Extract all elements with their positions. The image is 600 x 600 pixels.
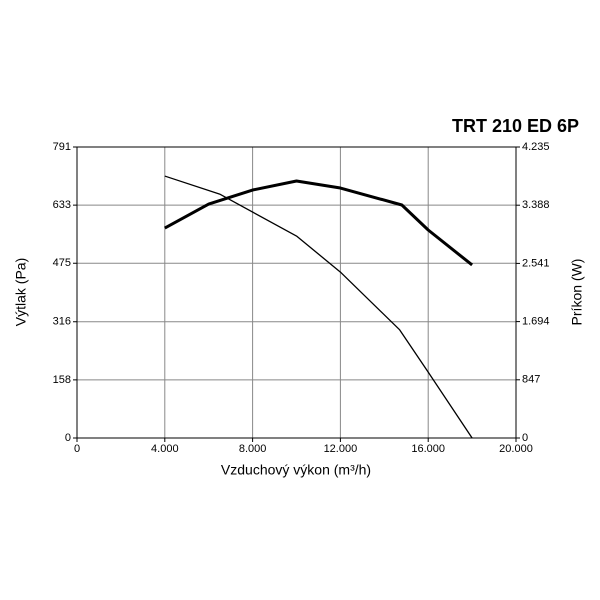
y2-tick-label: 3.388	[522, 199, 550, 211]
y-tick-label: 791	[53, 141, 71, 153]
y2-axis-label: Príkon (W)	[569, 259, 585, 326]
y-tick-label: 158	[53, 374, 71, 386]
x-tick-label: 8.000	[239, 443, 267, 455]
x-axis-label: Vzduchový výkon (m³/h)	[221, 462, 371, 478]
series-line	[164, 179, 474, 267]
y-tick-label: 475	[53, 257, 71, 269]
y2-tick-label: 2.541	[522, 257, 550, 269]
series-line	[164, 175, 473, 439]
plot-frame	[76, 146, 517, 439]
y-tick-label: 0	[65, 432, 71, 444]
y2-tick-label: 0	[522, 432, 528, 444]
y2-tick-label: 847	[522, 374, 540, 386]
y-tick-label: 316	[53, 316, 71, 328]
x-tick-label: 0	[74, 443, 80, 455]
x-tick-label: 4.000	[151, 443, 179, 455]
y-tick-label: 633	[53, 199, 71, 211]
x-tick-label: 12.000	[324, 443, 358, 455]
y2-tick-label: 1.694	[522, 316, 550, 328]
x-tick-label: 20.000	[499, 443, 533, 455]
chart-title: TRT 210 ED 6P	[452, 116, 579, 136]
y-axis-label: Výtlak (Pa)	[13, 258, 29, 326]
y2-tick-label: 4.235	[522, 141, 550, 153]
x-tick-label: 16.000	[411, 443, 445, 455]
plot-area	[77, 147, 516, 438]
